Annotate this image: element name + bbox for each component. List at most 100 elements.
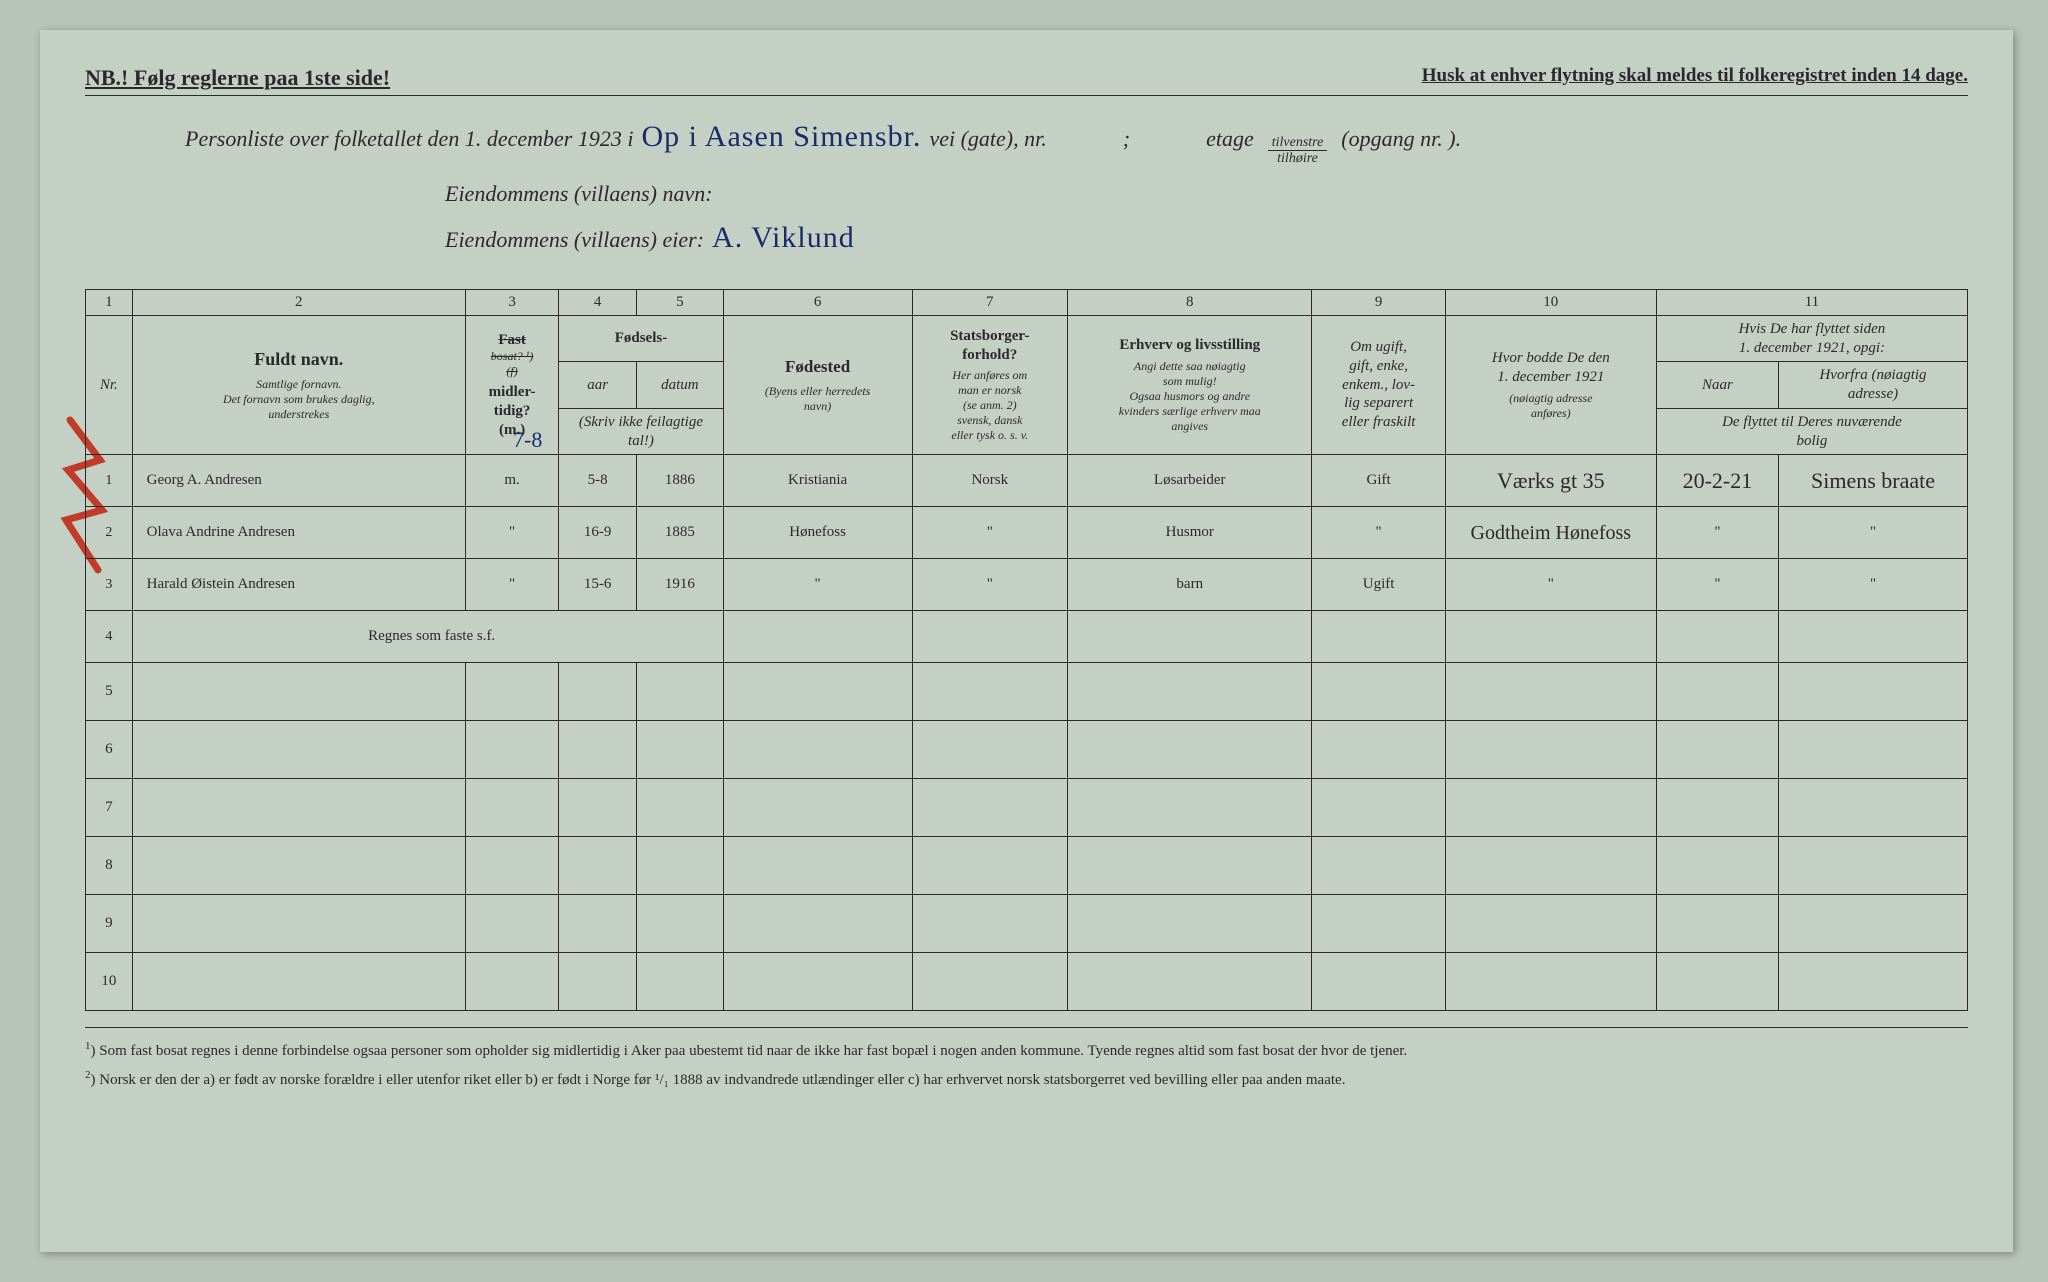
header-line-3: Eiendommens (villaens) eier: A. Viklund bbox=[185, 221, 1888, 255]
census-form-page: NB.! Følg reglerne paa 1ste side! Husk a… bbox=[40, 30, 2013, 1252]
cell-bday: 5-8 bbox=[559, 455, 637, 507]
hdr-move-sub: De flyttet til Deres nuværende bolig bbox=[1656, 408, 1967, 455]
table-wrapper: 7-8 1 2 3 4 5 6 7 8 9 10 11 Nr. Fuldt na… bbox=[85, 289, 1968, 1012]
row-num: 8 bbox=[86, 837, 133, 895]
correction-7-8: 7-8 bbox=[513, 427, 542, 453]
cell-res: " bbox=[465, 507, 558, 559]
hdr-occ-t: Erhverv og livsstilling bbox=[1074, 336, 1305, 355]
cell-cit: " bbox=[912, 559, 1068, 611]
cell-addr: Godtheim Hønefoss bbox=[1445, 507, 1656, 559]
hdr-addr-s: (nøiagtig adresse anføres) bbox=[1452, 391, 1650, 421]
colnum: 9 bbox=[1312, 289, 1445, 315]
hdr-name-sub: Samtlige fornavn. Det fornavn som brukes… bbox=[139, 377, 459, 422]
nb-instruction: NB.! Følg reglerne paa 1ste side! bbox=[85, 65, 390, 91]
cell-when: " bbox=[1656, 559, 1778, 611]
hdr-birthplace: Fødested (Byens eller herredets navn) bbox=[723, 315, 912, 455]
cell-from: " bbox=[1779, 507, 1968, 559]
header-semi: ; bbox=[1123, 126, 1130, 152]
row-num: 7 bbox=[86, 779, 133, 837]
hdr-birth-date: datum bbox=[637, 362, 724, 409]
header-block: Personliste over folketallet den 1. dece… bbox=[85, 120, 1968, 289]
cell-byear: 1885 bbox=[637, 507, 724, 559]
cell-name: Olava Andrine Andresen bbox=[132, 507, 465, 559]
cell-addr: " bbox=[1445, 559, 1656, 611]
table-row-empty: 5 bbox=[86, 663, 1968, 721]
footnote-2-text: Norsk er den der a) er født av norske fo… bbox=[99, 1072, 1345, 1088]
hdr-res-bosat: bosat? ¹) bbox=[472, 349, 552, 364]
row-num: 3 bbox=[86, 559, 133, 611]
cell-cit: Norsk bbox=[912, 455, 1068, 507]
cell-occ: Husmor bbox=[1068, 507, 1312, 559]
cell-place: " bbox=[723, 559, 912, 611]
header-etage: etage bbox=[1206, 126, 1254, 152]
cell bbox=[723, 611, 912, 663]
cell-from: Simens braate bbox=[1779, 455, 1968, 507]
hdr-birth-t: Fødsels- bbox=[615, 330, 668, 346]
header-midtext: vei (gate), nr. bbox=[929, 126, 1046, 152]
cell-res: " bbox=[465, 559, 558, 611]
cell-occ: Løsarbeider bbox=[1068, 455, 1312, 507]
column-number-row: 1 2 3 4 5 6 7 8 9 10 11 bbox=[86, 289, 1968, 315]
cell bbox=[1656, 611, 1778, 663]
colnum: 4 bbox=[559, 289, 637, 315]
cell-cit: " bbox=[912, 507, 1068, 559]
cell bbox=[912, 611, 1068, 663]
cell-mar: " bbox=[1312, 507, 1445, 559]
cell-place: Kristiania bbox=[723, 455, 912, 507]
cell-res: m. bbox=[465, 455, 558, 507]
hdr-name-title: Fuldt navn. bbox=[139, 348, 459, 371]
table-row: 3 Harald Øistein Andresen " 15-6 1916 " … bbox=[86, 559, 1968, 611]
header-line-1: Personliste over folketallet den 1. dece… bbox=[185, 120, 1888, 167]
header-end: (opgang nr. ). bbox=[1341, 126, 1461, 152]
hdr-cit-s: Her anføres om man er norsk (se anm. 2) … bbox=[919, 368, 1062, 443]
cell bbox=[1068, 611, 1312, 663]
row-num: 10 bbox=[86, 953, 133, 1011]
cell-place: Hønefoss bbox=[723, 507, 912, 559]
pencil-annotation: Regnes som faste s.f. bbox=[132, 611, 723, 663]
table-row: 1 Georg A. Andresen m. 5-8 1886 Kristian… bbox=[86, 455, 1968, 507]
frac-top: tilvenstre bbox=[1268, 135, 1328, 151]
property-name-label: Eiendommens (villaens) navn: bbox=[445, 181, 713, 207]
row-num: 1 bbox=[86, 455, 133, 507]
footnote-1-text: Som fast bosat regnes i denne forbindels… bbox=[99, 1043, 1407, 1059]
row-num: 5 bbox=[86, 663, 133, 721]
cell-name: Harald Øistein Andresen bbox=[132, 559, 465, 611]
colnum: 7 bbox=[912, 289, 1068, 315]
hdr-res-f: (f) bbox=[472, 364, 552, 379]
cell-when: " bbox=[1656, 507, 1778, 559]
hdr-name: Fuldt navn. Samtlige fornavn. Det fornav… bbox=[132, 315, 465, 455]
table-row-empty: 9 bbox=[86, 895, 1968, 953]
row-num: 4 bbox=[86, 611, 133, 663]
row-num: 9 bbox=[86, 895, 133, 953]
colnum: 6 bbox=[723, 289, 912, 315]
row-num: 2 bbox=[86, 507, 133, 559]
cell-from: " bbox=[1779, 559, 1968, 611]
hdr-citizenship: Statsborger- forhold? Her anføres om man… bbox=[912, 315, 1068, 455]
cell-mar: Ugift bbox=[1312, 559, 1445, 611]
table-row-empty: 10 bbox=[86, 953, 1968, 1011]
colnum: 5 bbox=[637, 289, 724, 315]
hdr-move-from: Hvorfra (nøiagtig adresse) bbox=[1779, 362, 1968, 409]
table-row-pencil: 4 Regnes som faste s.f. bbox=[86, 611, 1968, 663]
table-row-empty: 8 bbox=[86, 837, 1968, 895]
colnum: 8 bbox=[1068, 289, 1312, 315]
hdr-cit-t: Statsborger- forhold? bbox=[919, 327, 1062, 365]
reminder-instruction: Husk at enhver flytning skal meldes til … bbox=[1422, 65, 1968, 91]
hdr-place-t: Fødested bbox=[730, 356, 906, 377]
table-row-empty: 7 bbox=[86, 779, 1968, 837]
cell-bday: 15-6 bbox=[559, 559, 637, 611]
colnum: 1 bbox=[86, 289, 133, 315]
property-owner-label: Eiendommens (villaens) eier: bbox=[445, 227, 704, 253]
cell bbox=[1779, 611, 1968, 663]
cell-addr: Værks gt 35 bbox=[1445, 455, 1656, 507]
owner-handwriting: A. Viklund bbox=[712, 221, 855, 255]
colnum: 2 bbox=[132, 289, 465, 315]
header-pretext: Personliste over folketallet den 1. dece… bbox=[185, 126, 633, 152]
cell-byear: 1886 bbox=[637, 455, 724, 507]
hdr-place-s: (Byens eller herredets navn) bbox=[730, 384, 906, 414]
table-row-empty: 6 bbox=[86, 721, 1968, 779]
header-row-1: Nr. Fuldt navn. Samtlige fornavn. Det fo… bbox=[86, 315, 1968, 362]
colnum: 10 bbox=[1445, 289, 1656, 315]
footnote-1: 1) Som fast bosat regnes i denne forbind… bbox=[85, 1038, 1968, 1063]
table-row: 2 Olava Andrine Andresen " 16-9 1885 Høn… bbox=[86, 507, 1968, 559]
